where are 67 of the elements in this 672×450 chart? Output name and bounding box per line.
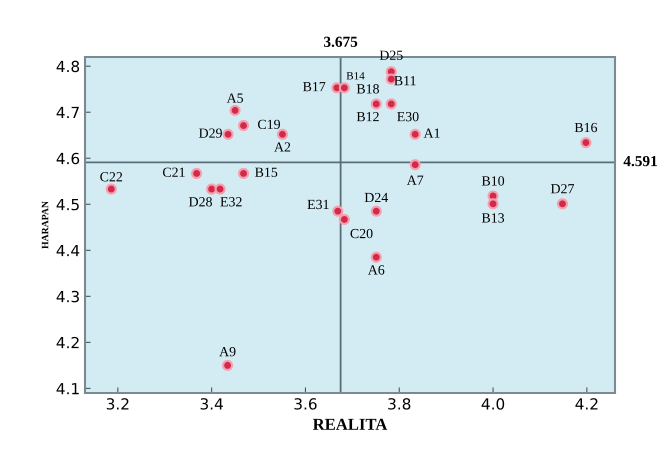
annotation: D27 [550, 184, 574, 194]
annotation: A2 [274, 142, 290, 152]
annotation: C19 [258, 120, 280, 130]
point [370, 206, 382, 217]
point [276, 128, 288, 140]
annotation: B10 [482, 176, 504, 186]
annotation: C22 [100, 172, 122, 182]
point [238, 168, 250, 179]
point [580, 137, 592, 148]
point [370, 252, 382, 263]
y-tick-label: 4.2 [56, 336, 79, 348]
ref-line-label: 4.591 [624, 156, 657, 166]
point [214, 184, 226, 195]
x-tick-label: 4.2 [575, 398, 598, 410]
annotation: D24 [364, 192, 388, 202]
point [410, 128, 421, 140]
x-tick-label: 3.2 [106, 398, 128, 410]
annotation: B12 [356, 112, 379, 122]
annotation: E31 [308, 200, 329, 210]
point [338, 82, 350, 94]
y-tick-label: 4.1 [56, 383, 79, 394]
point [238, 120, 250, 132]
y-tick-label: 4.4 [56, 244, 80, 256]
point [488, 198, 499, 210]
point [556, 198, 568, 210]
annotation: C21 [162, 168, 185, 177]
annotation: B15 [255, 168, 278, 177]
point [222, 128, 234, 140]
point [191, 168, 202, 179]
annotation: C20 [350, 228, 373, 238]
annotation: B17 [303, 82, 326, 92]
x-tick-label: 3.4 [200, 398, 223, 410]
annotation: A6 [368, 265, 384, 275]
x-tick-label: 4.0 [482, 398, 504, 410]
point [338, 214, 350, 226]
point [222, 360, 234, 371]
annotation: B18 [356, 84, 379, 94]
annotation: E30 [397, 112, 419, 122]
annotation: E32 [220, 197, 242, 206]
ref-line-label: 3.675 [324, 36, 358, 48]
point [386, 98, 397, 110]
y-tick-label: 4.5 [56, 198, 79, 210]
y-tick-label: 4.7 [56, 106, 79, 118]
x-tick-label: 3.6 [294, 398, 317, 410]
y-axis-title: HARAPAN [42, 201, 48, 249]
y-tick-label: 4.3 [56, 290, 79, 302]
annotation: B14 [346, 72, 365, 80]
y-tick-label: 4.6 [56, 152, 80, 164]
annotation: B16 [574, 122, 598, 132]
annotation: A7 [406, 176, 424, 185]
annotation: B11 [394, 76, 416, 86]
annotation: A9 [219, 347, 236, 356]
point [332, 206, 344, 217]
x-axis-title: REALITA [312, 418, 388, 430]
annotation: B13 [482, 213, 504, 223]
annotation: A1 [424, 128, 440, 138]
annotation: D29 [198, 128, 222, 138]
annotation: D28 [188, 197, 212, 206]
point [410, 159, 421, 170]
x-tick-label: 3.8 [388, 398, 410, 410]
point [106, 184, 117, 195]
point [230, 104, 241, 116]
annotation: A5 [226, 93, 244, 103]
point [206, 184, 218, 195]
y-tick-label: 4.8 [56, 60, 80, 72]
annotation: D25 [380, 50, 403, 60]
point [370, 98, 382, 110]
